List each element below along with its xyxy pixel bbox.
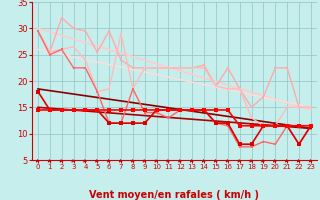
X-axis label: Vent moyen/en rafales ( km/h ): Vent moyen/en rafales ( km/h ) bbox=[89, 190, 260, 200]
